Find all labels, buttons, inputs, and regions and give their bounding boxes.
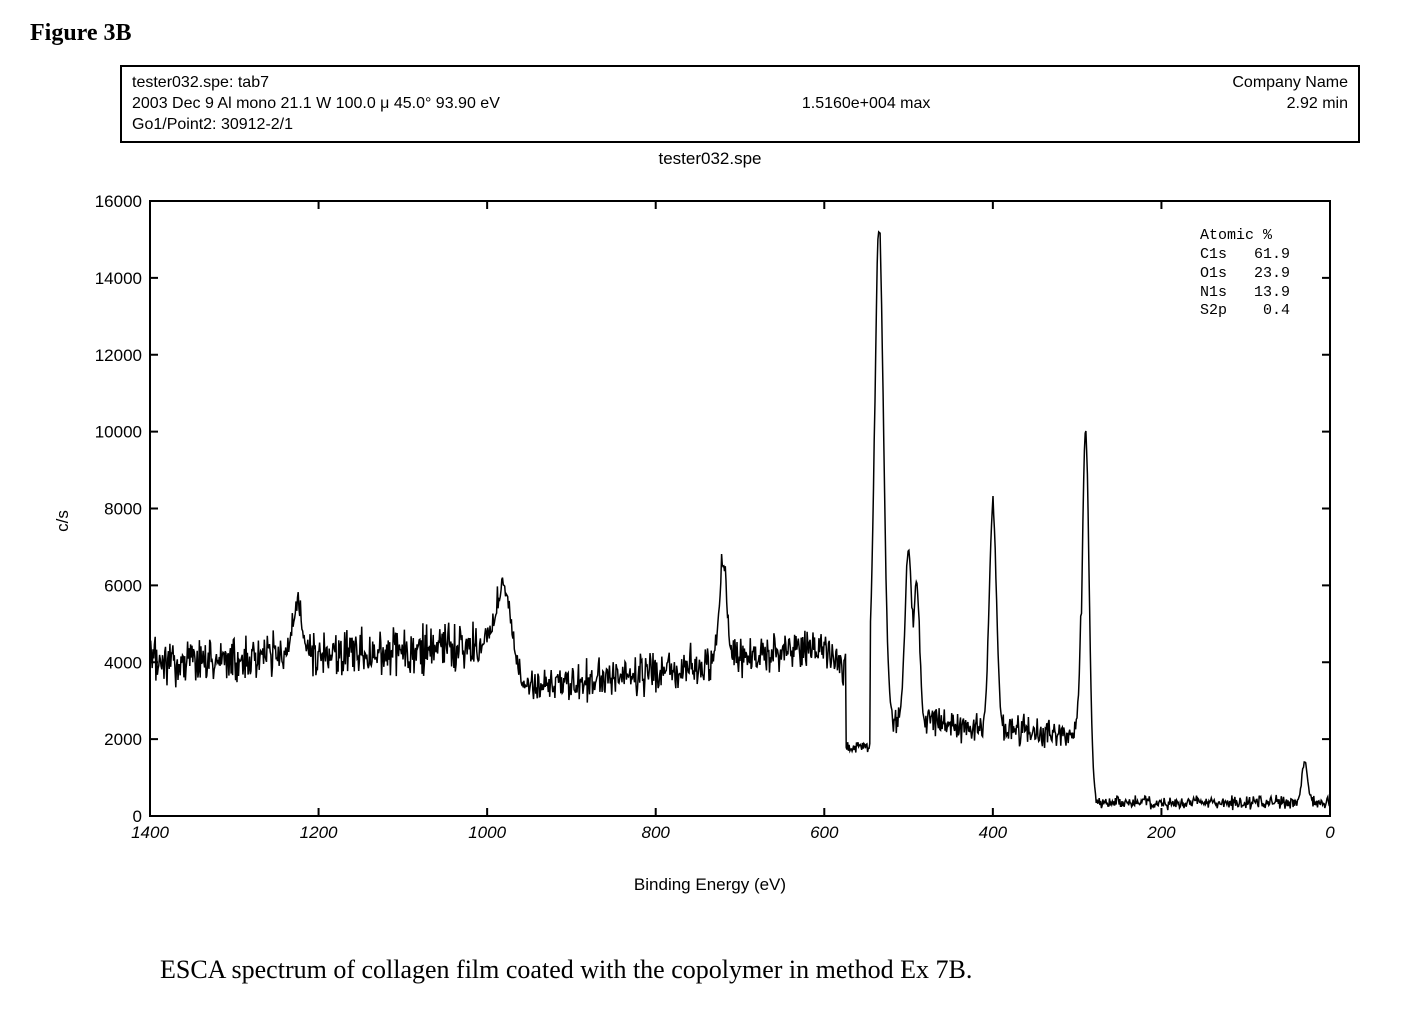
svg-text:14000: 14000 xyxy=(95,269,142,288)
svg-text:600: 600 xyxy=(810,823,839,842)
svg-text:16000: 16000 xyxy=(95,192,142,211)
metadata-left: tester032.spe: tab7 2003 Dec 9 Al mono 2… xyxy=(132,73,500,135)
meta-line1: tester032.spe: tab7 xyxy=(132,73,500,94)
chart-area: tester032.spe c/s 1400120010008006004002… xyxy=(60,149,1360,895)
spectrum-plot: 1400120010008006004002000020004000600080… xyxy=(60,171,1360,871)
svg-text:8000: 8000 xyxy=(104,500,142,519)
meta-line3: Go1/Point2: 30912-2/1 xyxy=(132,115,500,136)
svg-text:1000: 1000 xyxy=(468,823,506,842)
figure-label: Figure 3B xyxy=(30,20,1390,47)
svg-text:12000: 12000 xyxy=(95,346,142,365)
svg-text:400: 400 xyxy=(979,823,1008,842)
metadata-box: tester032.spe: tab7 2003 Dec 9 Al mono 2… xyxy=(120,65,1360,143)
svg-text:1200: 1200 xyxy=(300,823,338,842)
atomic-percent-legend: Atomic % C1s 61.9 O1s 23.9 N1s 13.9 S2p … xyxy=(1200,227,1290,321)
chart-title: tester032.spe xyxy=(60,149,1360,169)
metadata-right: Company Name 2.92 min xyxy=(1232,73,1348,115)
svg-text:0: 0 xyxy=(133,807,142,826)
figure-caption: ESCA spectrum of collagen film coated wi… xyxy=(160,955,1390,985)
x-axis-label: Binding Energy (eV) xyxy=(60,875,1360,895)
svg-text:10000: 10000 xyxy=(95,423,142,442)
meta-mid: 1.5160e+004 max xyxy=(802,95,931,113)
meta-right1: Company Name xyxy=(1232,73,1348,94)
y-axis-label: c/s xyxy=(53,511,73,533)
svg-text:2000: 2000 xyxy=(104,731,142,750)
chart-wrap: c/s 140012001000800600400200002000400060… xyxy=(60,171,1360,871)
svg-text:6000: 6000 xyxy=(104,577,142,596)
svg-text:800: 800 xyxy=(642,823,671,842)
svg-text:0: 0 xyxy=(1325,823,1335,842)
meta-right2: 2.92 min xyxy=(1232,94,1348,115)
svg-text:200: 200 xyxy=(1146,823,1176,842)
svg-text:4000: 4000 xyxy=(104,654,142,673)
meta-line2: 2003 Dec 9 Al mono 21.1 W 100.0 μ 45.0° … xyxy=(132,94,500,115)
